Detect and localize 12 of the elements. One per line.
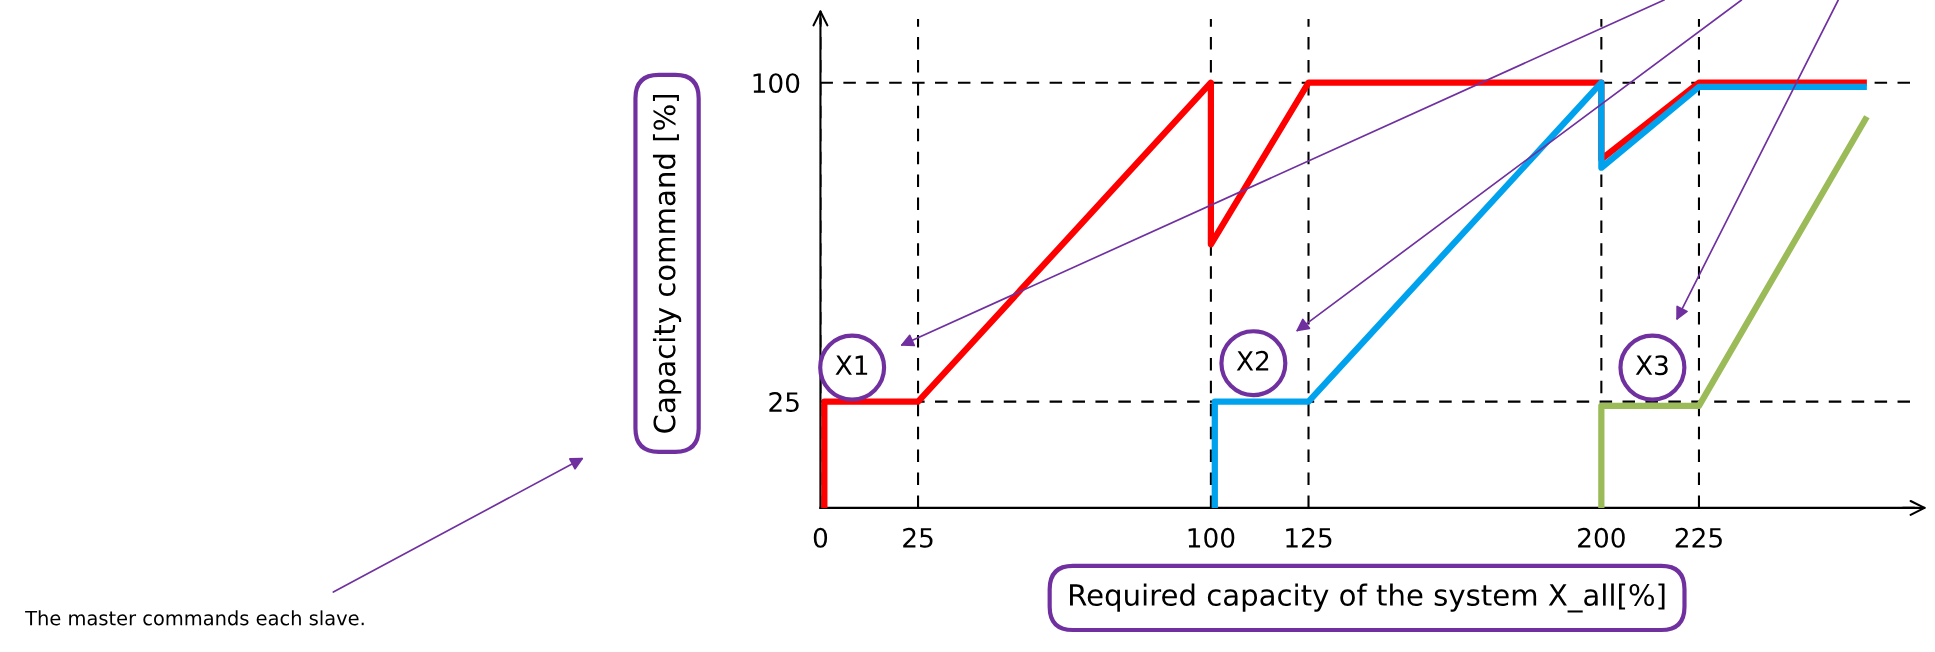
x-tick-label: 100 [1188, 527, 1235, 548]
annotation: X2 [1236, 350, 1269, 371]
y-axis-title: Capacity command [%] [652, 94, 682, 433]
x-axis-title: Required capacity of the system X_all[%] [1070, 583, 1665, 613]
x-tick-label: 0 [813, 527, 828, 548]
annotation: X1 [835, 355, 868, 375]
text: The master commands each slave. [25, 610, 364, 626]
x-tick-label: 200 [1578, 527, 1625, 548]
x-tick-label: 125 [1286, 527, 1332, 548]
x-tick-label: 225 [1675, 527, 1722, 548]
x-tick-label: 25 [903, 527, 933, 548]
annotation: X3 [1635, 355, 1668, 376]
